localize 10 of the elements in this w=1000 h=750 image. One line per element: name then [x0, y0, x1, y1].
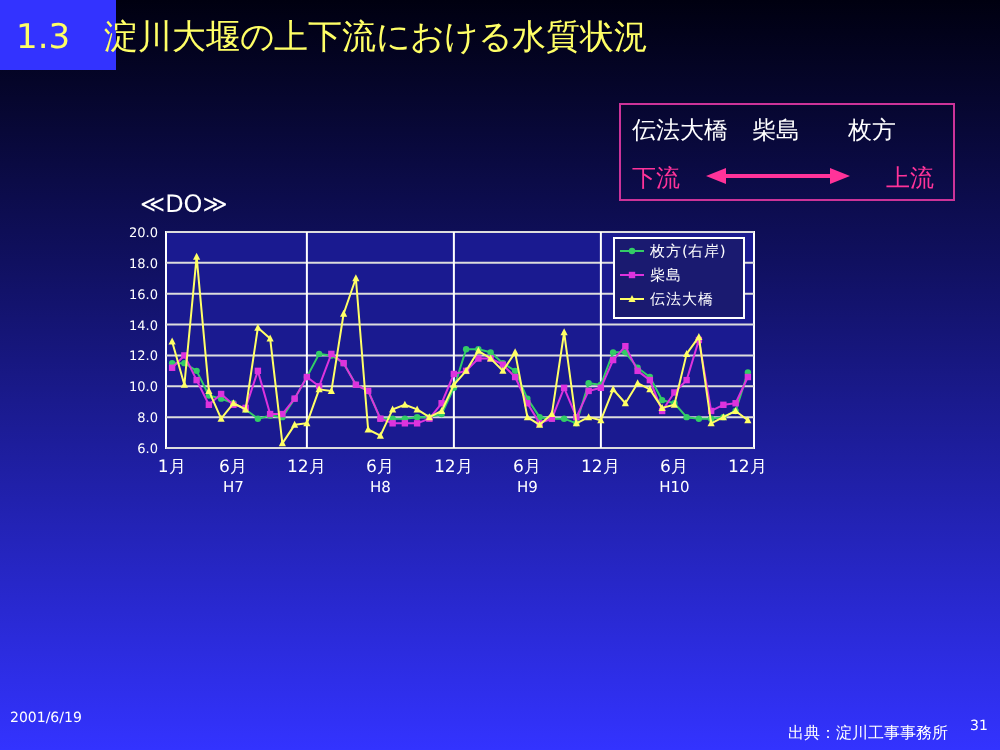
x-tick-label: 1月 [157, 458, 187, 478]
text: 下流 [632, 164, 680, 192]
x-tick-label: 12月 [434, 458, 474, 478]
text: 伝法大橋 柴島 枚方 [632, 116, 896, 144]
x-tick-label: 12月 [581, 458, 621, 478]
text: 上流 [886, 164, 934, 192]
chart-subtitle: ≪DO≫ [140, 190, 228, 218]
x-tick-label: 12月 [287, 458, 327, 478]
source-note: 出典：淀川工事事務所 [788, 724, 948, 742]
x-tick-label: 12月 [728, 458, 768, 478]
